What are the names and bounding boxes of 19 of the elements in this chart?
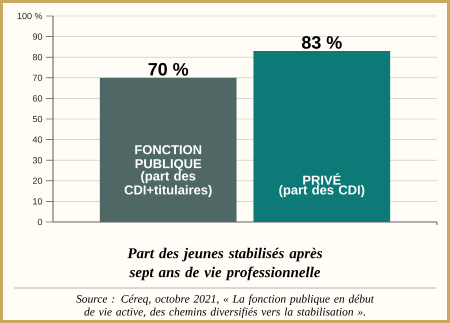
annotation: (part des CDI): [279, 185, 364, 198]
y-tick-label: 30: [32, 157, 42, 164]
x-tick-label: PRIVÉ: [303, 173, 341, 185]
y-tick-label: 90: [32, 33, 42, 40]
source-note: Source : Céreq, octobre 2021, « La fonction publique en début de vie active, des chemins diversifiés vers la stabilisation ».: [76, 294, 374, 318]
data-label: 70 %: [148, 62, 188, 76]
y-tick-label: 10: [33, 198, 42, 205]
y-tick-label: 40: [32, 136, 42, 143]
text: Part des jeunes stabilisés après sept ans de vie professionnelle: [127, 248, 322, 280]
y-tick-label: 50: [32, 116, 42, 122]
x-tick-label: FONCTION PUBLIQUE: [135, 145, 202, 171]
y-tick-label: 20: [32, 178, 42, 184]
y-tick-label: 80: [32, 54, 42, 60]
y-tick-label: 100 %: [18, 12, 42, 20]
y-tick-label: 70: [32, 74, 42, 81]
annotation: (part des CDI+titulaires): [124, 171, 212, 198]
y-tick-label: 60: [32, 95, 42, 102]
data-label: 83 %: [302, 36, 342, 49]
y-tick-label: 0: [38, 218, 42, 226]
